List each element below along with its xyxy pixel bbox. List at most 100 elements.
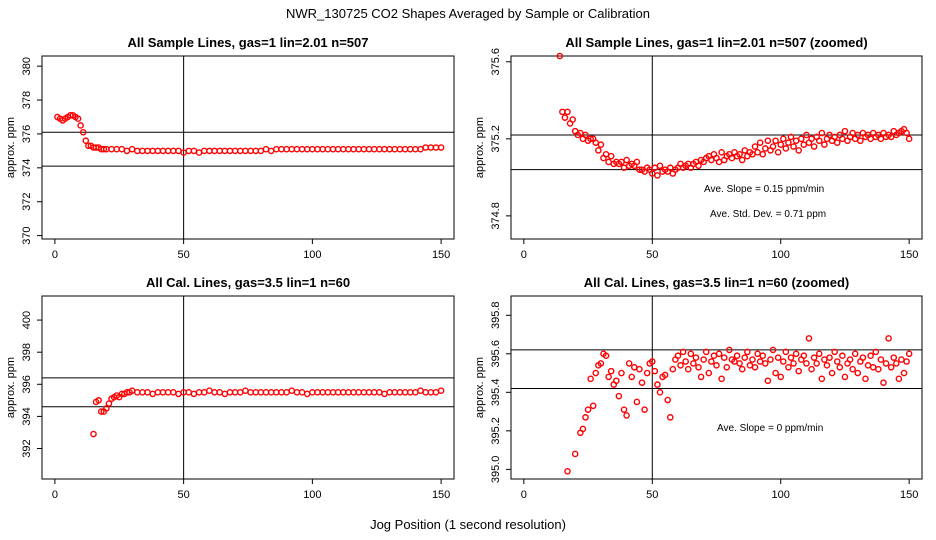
- panel-title: All Sample Lines, gas=1 lin=2.01 n=507: [128, 35, 369, 50]
- data-point: [738, 365, 746, 373]
- data-point: [211, 147, 218, 155]
- data-point: [808, 365, 815, 373]
- annotation-note: Ave. Std. Dev. = 0.71 ppm: [710, 209, 826, 220]
- data-point: [267, 389, 275, 396]
- data-point: [262, 389, 270, 396]
- data-point: [782, 145, 790, 152]
- y-tick-label: 395.6: [490, 340, 502, 368]
- data-point: [417, 145, 424, 153]
- data-point: [584, 406, 592, 413]
- data-point: [319, 389, 326, 396]
- data-point: [736, 360, 743, 367]
- data-point: [787, 133, 795, 141]
- data-point: [288, 387, 296, 395]
- data-point: [579, 425, 587, 433]
- data-point: [905, 135, 913, 143]
- y-tick-label: 400: [21, 311, 33, 329]
- data-point: [833, 139, 841, 146]
- data-point: [821, 141, 828, 148]
- data-point: [324, 145, 332, 153]
- y-tick-label: 395.4: [490, 379, 502, 407]
- data-point: [226, 389, 234, 396]
- data-point: [800, 141, 808, 148]
- data-point: [903, 129, 910, 137]
- data-point: [815, 137, 823, 145]
- x-tick-label: 100: [772, 489, 790, 501]
- annotation-note: Ave. Slope = 0 ppm/min: [717, 423, 823, 434]
- y-tick-label: 395.2: [490, 417, 502, 445]
- data-point: [762, 145, 769, 152]
- data-point: [437, 144, 445, 151]
- data-point: [432, 144, 440, 151]
- figure-title: NWR_130725 CO2 Shapes Averaged by Sample…: [286, 6, 650, 21]
- data-point: [355, 389, 363, 396]
- y-axis-label: approx. ppm: [474, 117, 486, 178]
- data-point: [715, 350, 723, 358]
- data-point: [656, 389, 664, 396]
- data-point: [605, 373, 612, 381]
- data-point: [700, 356, 707, 363]
- chart-panel-1: All Sample Lines, gas=1 lin=2.01 n=507 0 5…: [5, 35, 455, 261]
- data-point: [638, 379, 646, 386]
- plot-frame: [510, 295, 923, 480]
- data-point: [828, 369, 836, 377]
- data-point: [334, 145, 342, 153]
- data-point: [851, 350, 859, 358]
- data-point: [252, 389, 260, 396]
- y-tick-label: 376: [21, 125, 33, 143]
- data-point: [777, 141, 785, 148]
- data-point: [718, 149, 725, 156]
- data-point: [303, 145, 311, 153]
- data-point: [195, 389, 203, 396]
- data-point: [105, 400, 113, 407]
- data-point: [690, 360, 697, 367]
- x-tick-label: 0: [521, 489, 527, 501]
- data-point: [815, 350, 823, 358]
- data-point: [185, 147, 193, 155]
- data-point: [636, 365, 643, 373]
- data-point: [656, 162, 664, 170]
- plot-frame: [510, 55, 923, 240]
- data-point: [206, 387, 213, 395]
- data-point: [386, 145, 393, 153]
- data-point: [818, 129, 826, 137]
- y-tick-label: 372: [21, 193, 33, 211]
- data-point: [144, 389, 151, 396]
- data-point: [674, 352, 682, 360]
- data-point: [682, 358, 689, 365]
- data-point: [754, 350, 761, 358]
- data-point: [869, 363, 877, 371]
- chart-panel-2: All Sample Lines, gas=1 lin=2.01 n=507 (…: [474, 35, 923, 261]
- y-axis-label: approx. ppm: [474, 357, 486, 418]
- data-point: [692, 354, 700, 361]
- data-point: [376, 389, 383, 396]
- x-tick-label: 0: [521, 249, 527, 261]
- data-point: [664, 396, 671, 404]
- data-point: [185, 389, 193, 396]
- data-point: [877, 356, 885, 363]
- data-point: [329, 145, 337, 153]
- data-point: [821, 356, 828, 363]
- x-tick-label: 50: [178, 249, 190, 261]
- data-point: [273, 389, 280, 396]
- data-point: [303, 390, 311, 398]
- data-point: [631, 363, 638, 371]
- data-point: [587, 135, 594, 143]
- data-point: [236, 389, 244, 396]
- data-point: [128, 145, 136, 153]
- data-point: [895, 375, 903, 383]
- data-point: [190, 147, 198, 155]
- data-point: [139, 147, 146, 155]
- data-point: [618, 369, 625, 377]
- data-point: [370, 389, 378, 396]
- data-point: [437, 387, 445, 395]
- data-point: [216, 389, 223, 396]
- data-point: [810, 143, 818, 150]
- data-point: [605, 158, 612, 166]
- data-point: [654, 381, 661, 388]
- data-point: [144, 147, 151, 155]
- data-point: [702, 348, 710, 356]
- data-point: [795, 147, 803, 154]
- data-point: [836, 363, 844, 371]
